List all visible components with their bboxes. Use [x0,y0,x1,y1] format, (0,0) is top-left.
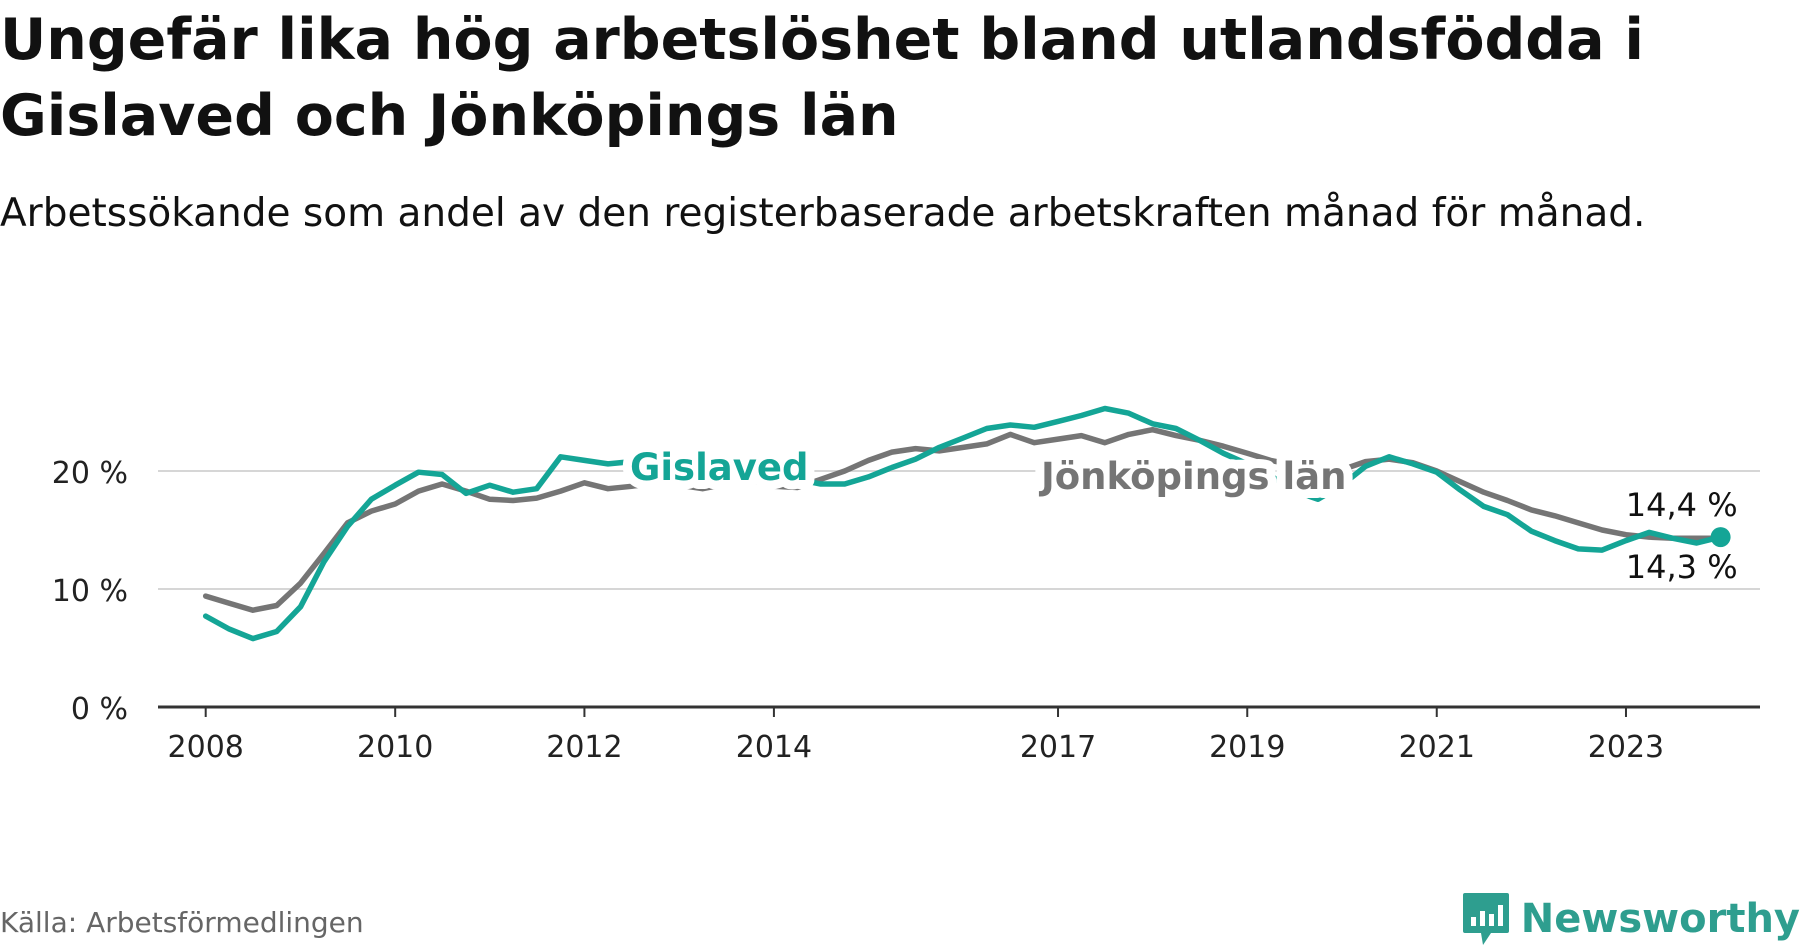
x-tick-label: 2023 [1588,730,1664,765]
y-tick-label: 10 % [52,574,128,609]
x-tick-label: 2008 [168,730,244,765]
y-axis-labels: 0 % 10 % 20 % [52,456,128,727]
series-labels: Gislaved Jönköpings län 14,4 % 14,3 % [621,437,1742,590]
x-tick-label: 2017 [1020,730,1096,765]
end-label-gislaved: 14,4 % [1626,486,1738,524]
series-lines [202,405,1731,642]
series-line-jonkopings-lan [202,426,1724,613]
brand-name: Newsworthy [1520,896,1800,942]
y-tick-label: 20 % [52,456,128,491]
line-chart: 0 % 10 % 20 % 2008 2010 2012 2014 2017 2019 2021… [52,405,1760,765]
newsworthy-logo-icon [1462,893,1509,945]
x-tick-label: 2019 [1209,730,1285,765]
series-end-dot [1710,527,1731,548]
x-tick-label: 2012 [546,730,622,765]
y-tick-label: 0 % [71,692,128,727]
x-axis: 2008 2010 2012 2014 2017 2019 2021 2023 [158,705,1760,765]
x-tick-label: 2014 [736,730,812,765]
x-tick-label: 2010 [357,730,433,765]
source-note: Källa: Arbetsförmedlingen [0,906,364,939]
series-label-gislaved: Gislaved [630,446,808,489]
gridlines [158,470,1760,590]
end-label-jonkopings-lan: 14,3 % [1626,548,1738,586]
series-line-gislaved [202,405,1724,642]
chart-subtitle: Arbetssökande som andel av den registerb… [0,191,1646,236]
series-label-jonkopings-lan: Jönköpings län [1038,455,1346,498]
x-tick-label: 2021 [1399,730,1475,765]
brand-logo: Newsworthy [1461,888,1800,950]
chart-title: Ungefär lika hög arbetslöshet bland utla… [0,7,1644,149]
